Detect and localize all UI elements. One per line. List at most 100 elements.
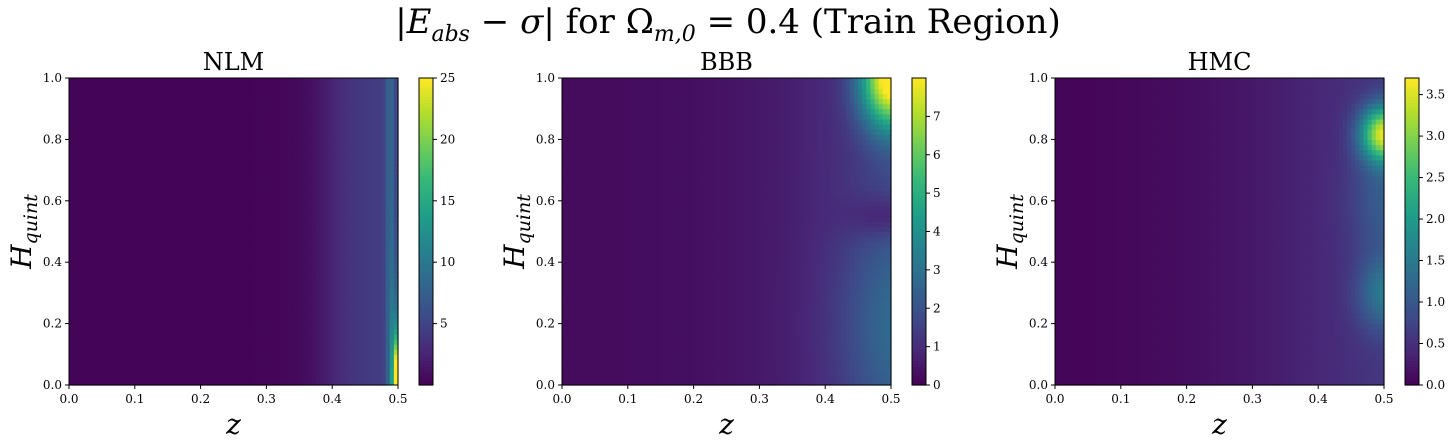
heatmap-cell	[241, 251, 247, 258]
heatmap-cell	[138, 359, 144, 366]
heatmap-cell	[221, 267, 226, 274]
heatmap-cell	[204, 190, 210, 197]
heatmap-cell	[307, 180, 313, 187]
heatmap-cell	[97, 338, 103, 345]
heatmap-cell	[81, 344, 87, 350]
heatmap-cell	[319, 262, 325, 268]
heatmap-cell	[122, 369, 128, 376]
heatmap-cell	[126, 195, 132, 202]
heatmap-cell	[303, 93, 309, 100]
heatmap-cell	[360, 164, 366, 171]
heatmap-cell	[110, 354, 115, 361]
heatmap-cell	[208, 180, 214, 187]
heatmap-cell	[254, 236, 259, 243]
heatmap-cell	[352, 267, 358, 274]
heatmap-cell	[360, 108, 366, 115]
heatmap-cell	[163, 221, 169, 227]
heatmap-cell	[159, 190, 165, 197]
heatmap-cell	[110, 93, 115, 100]
heatmap-cell	[245, 272, 251, 279]
heatmap-cell	[266, 129, 272, 135]
heatmap-cell	[291, 287, 296, 294]
heatmap-cell	[360, 129, 366, 135]
heatmap-cell	[393, 149, 399, 156]
heatmap-cell	[241, 333, 247, 340]
heatmap-cell	[282, 190, 288, 197]
heatmap-cell	[122, 103, 128, 110]
heatmap-cell	[249, 374, 255, 381]
heatmap-cell	[389, 287, 395, 294]
heatmap-cell	[192, 277, 198, 284]
heatmap-cell	[356, 364, 362, 371]
heatmap-cell	[332, 272, 337, 279]
heatmap-cell	[373, 303, 379, 309]
heatmap-cell	[134, 134, 140, 140]
heatmap-cell	[147, 175, 152, 181]
heatmap-cell	[114, 205, 119, 212]
heatmap-cell	[188, 83, 193, 89]
heatmap-cell	[274, 159, 280, 166]
heatmap-cell	[192, 231, 198, 238]
heatmap-cell	[106, 292, 111, 299]
heatmap-cell	[73, 262, 78, 268]
heatmap-cell	[192, 170, 198, 176]
heatmap-cell	[254, 318, 259, 325]
heatmap-cell	[167, 221, 173, 227]
heatmap-cell	[286, 78, 292, 84]
heatmap-cell	[385, 124, 391, 130]
heatmap-cell	[163, 303, 169, 309]
heatmap-cell	[278, 149, 284, 156]
colorbar-segment	[419, 283, 433, 288]
heatmap-cell	[266, 369, 272, 376]
heatmap-cell	[393, 195, 399, 202]
heatmap-cell	[328, 113, 333, 120]
heatmap-cell	[389, 180, 395, 187]
heatmap-cell	[393, 221, 399, 227]
heatmap-cell	[212, 359, 218, 366]
heatmap-cell	[377, 170, 383, 176]
heatmap-cell	[110, 103, 115, 110]
heatmap-cell	[114, 308, 119, 314]
heatmap-cell	[381, 108, 387, 115]
heatmap-cell	[266, 190, 272, 197]
heatmap-cell	[229, 78, 235, 84]
heatmap-cell	[225, 124, 230, 130]
heatmap-cell	[344, 139, 350, 146]
heatmap-cell	[163, 374, 169, 381]
heatmap-cell	[159, 205, 165, 212]
heatmap-cell	[134, 241, 140, 248]
heatmap-cell	[254, 308, 259, 314]
heatmap-cell	[229, 241, 235, 248]
heatmap-cell	[291, 338, 296, 345]
colorbar-segment	[419, 231, 433, 236]
heatmap-cell	[332, 216, 337, 222]
heatmap-cell	[225, 251, 230, 258]
heatmap-cell	[360, 154, 366, 161]
heatmap-cell	[208, 364, 214, 371]
heatmap-cell	[171, 318, 177, 325]
heatmap-cell	[130, 323, 136, 330]
heatmap-cell	[311, 226, 317, 233]
heatmap-cell	[291, 272, 296, 279]
heatmap-cell	[340, 159, 346, 166]
heatmap-cell	[241, 364, 247, 371]
heatmap-cell	[134, 83, 140, 89]
heatmap-cell	[311, 333, 317, 340]
heatmap-cell	[175, 154, 181, 161]
heatmap-cell	[295, 221, 300, 227]
heatmap-cell	[352, 354, 358, 361]
heatmap-cell	[81, 267, 87, 274]
heatmap-cell	[291, 205, 296, 212]
heatmap-cell	[344, 267, 350, 274]
heatmap-cell	[307, 251, 313, 258]
heatmap-cell	[237, 159, 243, 166]
heatmap-cell	[217, 241, 222, 248]
heatmap-cell	[237, 144, 243, 151]
heatmap-cell	[196, 231, 202, 238]
heatmap-cell	[389, 318, 395, 325]
heatmap-cell	[332, 175, 337, 181]
heatmap-cell	[356, 175, 362, 181]
heatmap-cell	[77, 200, 82, 207]
heatmap-cell	[217, 369, 222, 376]
heatmap-cell	[336, 93, 342, 100]
